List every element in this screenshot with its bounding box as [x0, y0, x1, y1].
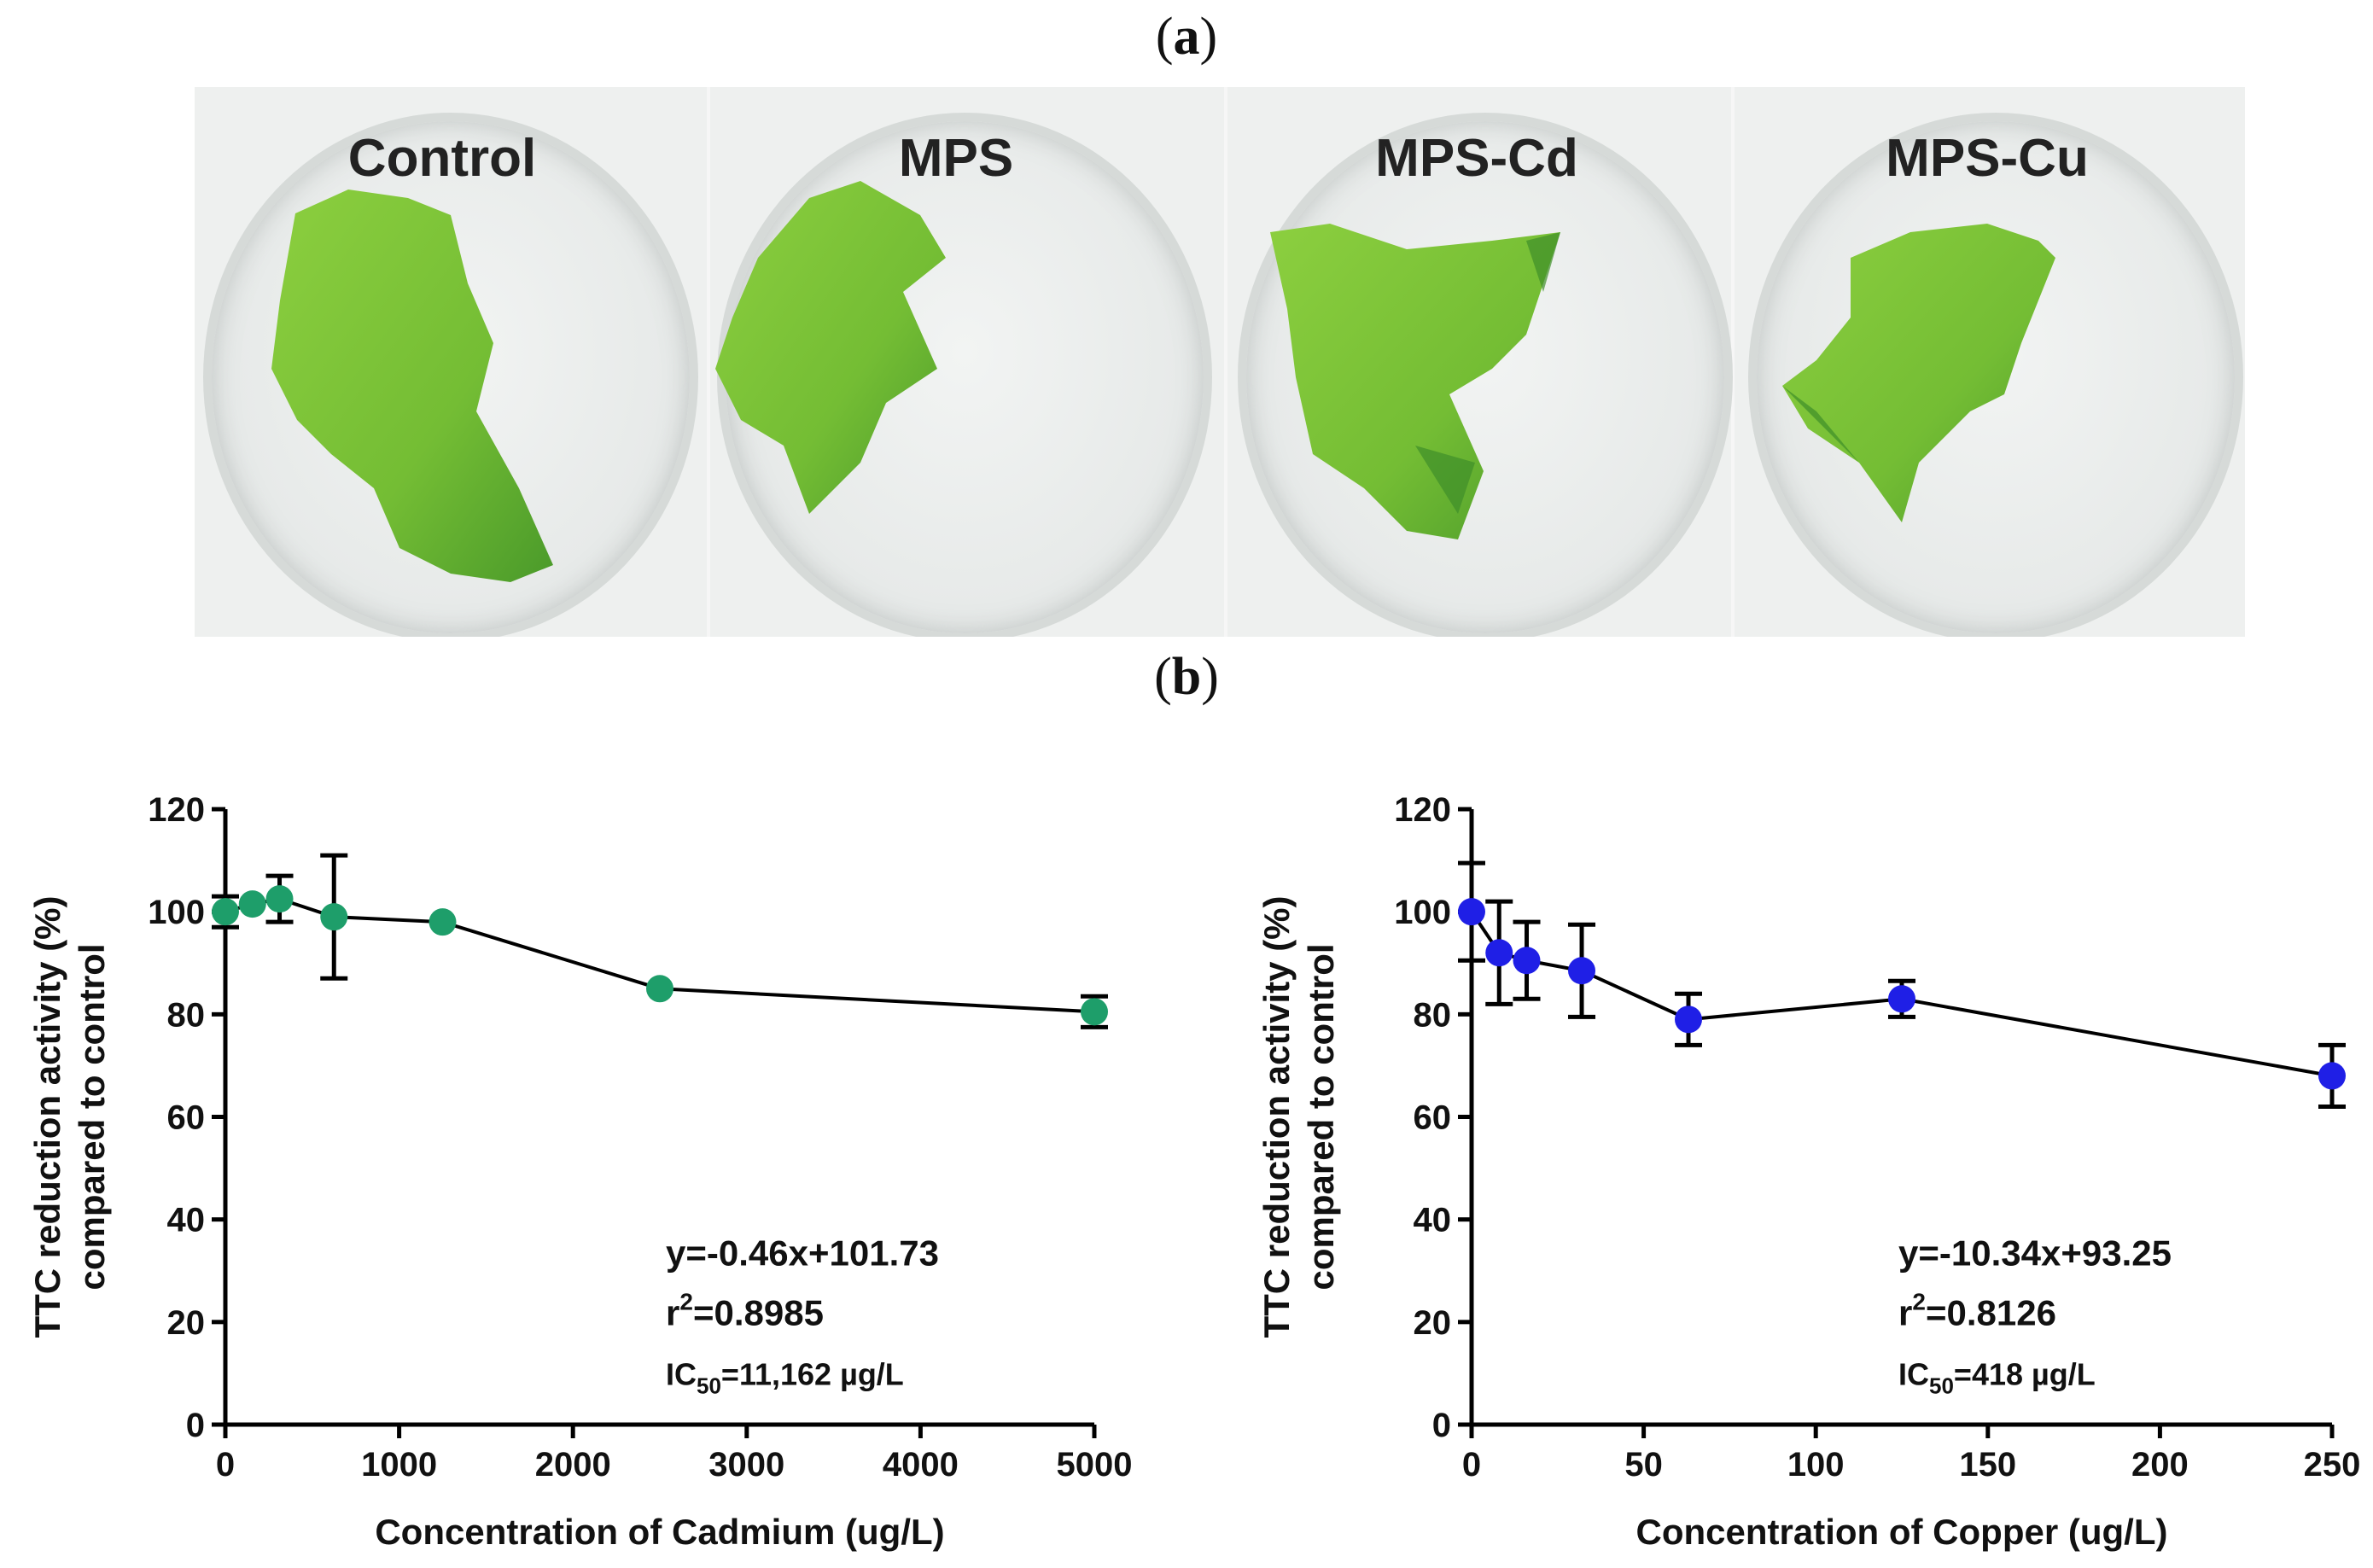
- equation-text: y=-10.34x+93.25: [1898, 1233, 2172, 1274]
- chart-copper: 0 20 40 60 80 100 120 0 50 100 150 200 250 Concentrat…: [1246, 768, 2373, 1562]
- y-tick-label: 120: [1394, 791, 1451, 829]
- data-point: [1675, 1006, 1703, 1034]
- ic-subscript: 50: [1929, 1373, 1954, 1399]
- photo-seam: [1224, 87, 1227, 637]
- r-superscript: 2: [1912, 1289, 1926, 1315]
- seaweed-samples: [271, 181, 2055, 582]
- ic50-text: IC50=11,162 µg/L: [666, 1357, 904, 1399]
- x-tick-label: 100: [1787, 1446, 1845, 1483]
- y-axis-title-group: TTC reduction activity (%) compared to co…: [27, 895, 112, 1338]
- data-point: [212, 898, 239, 926]
- seaweed-mps-cd: [1270, 224, 1560, 539]
- y-axis-title-group: TTC reduction activity (%) compared to co…: [1256, 895, 1341, 1338]
- r-squared-text: r2=0.8985: [666, 1289, 824, 1333]
- seaweed-mps: [715, 181, 946, 514]
- x-tick-label: 5000: [1057, 1446, 1133, 1483]
- y-tick-label: 0: [186, 1407, 205, 1444]
- x-tick-label: 1000: [361, 1446, 437, 1483]
- dish-label-mps: MPS: [898, 129, 1014, 188]
- r-prefix: r: [1898, 1293, 1912, 1333]
- x-tick-label: 2000: [535, 1446, 611, 1483]
- data-point: [265, 885, 294, 913]
- x-tick-label: 0: [1462, 1446, 1481, 1483]
- r-prefix: r: [666, 1293, 679, 1333]
- data-point: [1458, 898, 1485, 926]
- y-tick-label: 40: [1414, 1202, 1452, 1239]
- ic-prefix: IC: [666, 1357, 697, 1392]
- y-tick-label: 0: [1432, 1407, 1451, 1444]
- ic-prefix: IC: [1898, 1357, 1929, 1392]
- x-axis-title: Concentration of Cadmium (ug/L): [375, 1512, 944, 1552]
- y-tick-label: 100: [148, 894, 205, 931]
- r-squared-text: r2=0.8126: [1898, 1289, 2056, 1333]
- dish-label-mps-cd: MPS-Cd: [1375, 129, 1578, 188]
- ic-value: =418 µg/L: [1954, 1357, 2096, 1392]
- x-tick-label: 3000: [708, 1446, 784, 1483]
- y-tick-label: 80: [1414, 996, 1452, 1034]
- x-tick-label: 200: [2131, 1446, 2189, 1483]
- data-point: [1568, 957, 1596, 985]
- r-value: =0.8126: [1926, 1293, 2056, 1333]
- y-tick-label: 20: [1414, 1304, 1452, 1342]
- x-tick-label: 250: [2304, 1446, 2361, 1483]
- x-tick-label: 150: [1959, 1446, 2016, 1483]
- dish-label-control: Control: [347, 129, 537, 188]
- data-point: [1888, 985, 1915, 1013]
- ic-subscript: 50: [697, 1373, 721, 1399]
- y-tick-label: 60: [167, 1099, 206, 1137]
- photo-panel: Control MPS MPS-Cd MPS-Cu: [195, 87, 2245, 637]
- photo-seam: [707, 87, 710, 637]
- x-tick-label: 50: [1624, 1446, 1663, 1483]
- ic-value: =11,162 µg/L: [721, 1357, 904, 1392]
- data-point: [1485, 939, 1513, 967]
- data-point: [429, 908, 457, 936]
- y-axis-title-line1: TTC reduction activity (%): [27, 895, 67, 1338]
- equation-text: y=-0.46x+101.73: [666, 1233, 939, 1274]
- seaweed-mps-cu: [1782, 224, 2055, 522]
- data-point: [1081, 998, 1108, 1026]
- panel-b-label: (b): [1154, 648, 1219, 706]
- x-tick-label: 4000: [883, 1446, 959, 1483]
- y-axis-title-line1: TTC reduction activity (%): [1256, 895, 1297, 1338]
- data-point: [238, 890, 266, 918]
- y-tick-label: 60: [1414, 1099, 1452, 1137]
- y-tick-label: 20: [167, 1304, 206, 1342]
- y-axis-title-line2: compared to control: [1301, 943, 1341, 1290]
- chart-cadmium-svg: 0 20 40 60 80 100 120 0 1000 2000 3000 4000 5000 Conc…: [27, 791, 1133, 1552]
- chart-cadmium: 0 20 40 60 80 100 120 0 1000 2000 3000 4000 5000 Conc…: [17, 768, 1161, 1562]
- ic50-text: IC50=418 µg/L: [1898, 1357, 2096, 1399]
- y-tick-label: 80: [167, 996, 206, 1034]
- y-tick-label: 120: [148, 791, 205, 829]
- data-point: [320, 903, 348, 931]
- y-tick-label: 100: [1394, 894, 1451, 931]
- data-point: [1513, 947, 1541, 975]
- data-point: [646, 975, 673, 1003]
- photo-seam: [1731, 87, 1735, 637]
- r-superscript: 2: [679, 1289, 693, 1315]
- y-axis-title-line2: compared to control: [72, 943, 112, 1290]
- y-tick-label: 40: [167, 1202, 206, 1239]
- data-point: [2318, 1062, 2346, 1090]
- r-value: =0.8985: [693, 1293, 824, 1333]
- x-tick-label: 0: [216, 1446, 235, 1483]
- x-axis-title: Concentration of Copper (ug/L): [1636, 1512, 2168, 1552]
- seaweed-control: [271, 189, 553, 582]
- panel-a-label: (a): [1155, 8, 1218, 66]
- dish-label-mps-cu: MPS-Cu: [1886, 129, 2089, 188]
